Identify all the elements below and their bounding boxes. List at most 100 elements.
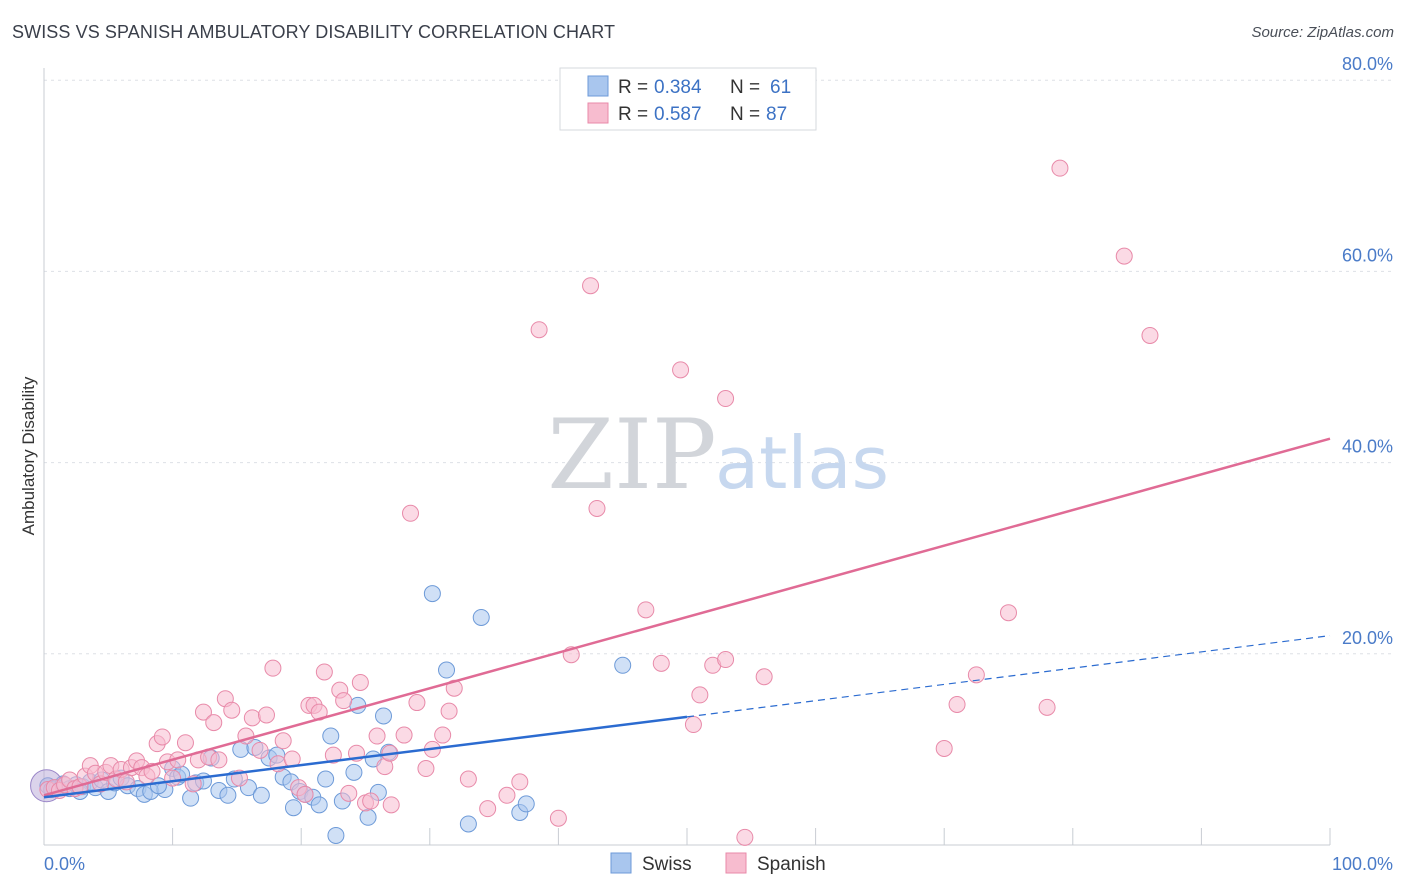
y-tick-label-2: 60.0% bbox=[1342, 245, 1393, 265]
y-axis-label: Ambulatory Disability bbox=[19, 376, 38, 535]
x-tick-label-1: 100.0% bbox=[1332, 854, 1393, 874]
legend-n-value-spanish: 87 bbox=[766, 104, 787, 125]
y-tick-label-1: 40.0% bbox=[1342, 437, 1393, 457]
swiss-points bbox=[30, 585, 632, 844]
spanish-point-37 bbox=[243, 709, 261, 727]
spanish-point-94 bbox=[1051, 159, 1069, 177]
spanish-point-77 bbox=[582, 277, 600, 295]
spanish-point-78 bbox=[588, 499, 606, 517]
spanish-point-26 bbox=[176, 734, 194, 752]
watermark: ZIP atlas bbox=[547, 399, 889, 511]
spanish-point-80 bbox=[652, 654, 670, 672]
legend-r-value-swiss: 0.384 bbox=[654, 77, 702, 98]
spanish-point-68 bbox=[440, 702, 458, 720]
legend-n-label-swiss: N = bbox=[730, 77, 760, 98]
spanish-point-96 bbox=[1141, 326, 1159, 344]
spanish-point-24 bbox=[164, 769, 182, 787]
bottom-legend-swatch-spanish bbox=[725, 852, 747, 874]
spanish-point-74 bbox=[530, 321, 548, 339]
spanish-point-75 bbox=[549, 809, 567, 827]
swiss-point-58 bbox=[614, 656, 632, 674]
spanish-point-53 bbox=[340, 784, 358, 802]
swiss-point-54 bbox=[459, 815, 477, 833]
spanish-point-92 bbox=[1000, 604, 1017, 622]
spanish-point-69 bbox=[445, 679, 463, 697]
legend-n-value-swiss: 61 bbox=[770, 77, 791, 98]
legend-r-label-spanish: R = bbox=[618, 104, 648, 125]
legend-box: R = 0.384 N = 61 R = 0.587 N = 87 bbox=[559, 67, 817, 131]
spanish-point-81 bbox=[672, 361, 690, 379]
legend-n-label-spanish: N = bbox=[730, 104, 760, 125]
spanish-point-62 bbox=[395, 726, 413, 744]
spanish-point-64 bbox=[408, 694, 426, 712]
spanish-point-63 bbox=[402, 504, 420, 522]
spanish-point-50 bbox=[324, 746, 342, 764]
spanish-point-40 bbox=[264, 659, 282, 677]
spanish-trend-line bbox=[43, 437, 1331, 797]
swiss-point-52 bbox=[423, 585, 441, 603]
swiss-point-40 bbox=[310, 796, 328, 814]
spanish-point-45 bbox=[296, 785, 314, 803]
x-tick-label-0: 0.0% bbox=[44, 854, 85, 874]
spanish-point-91 bbox=[967, 666, 985, 684]
spanish-point-22 bbox=[153, 728, 171, 746]
chart-title: SWISS VS SPANISH AMBULATORY DISABILITY C… bbox=[12, 22, 616, 42]
spanish-point-38 bbox=[251, 741, 269, 759]
spanish-point-49 bbox=[315, 663, 333, 681]
spanish-point-72 bbox=[498, 786, 516, 804]
spanish-point-79 bbox=[637, 601, 655, 619]
swiss-point-47 bbox=[359, 808, 377, 826]
spanish-point-61 bbox=[382, 796, 400, 814]
spanish-point-58 bbox=[368, 727, 386, 745]
spanish-point-34 bbox=[223, 701, 241, 719]
bottom-legend-swatch-swiss bbox=[610, 852, 632, 874]
spanish-point-90 bbox=[948, 695, 966, 713]
swiss-trend-line-extension bbox=[686, 635, 1331, 718]
swiss-point-31 bbox=[252, 786, 270, 804]
spanish-point-31 bbox=[205, 714, 223, 732]
spanish-point-57 bbox=[362, 792, 380, 810]
legend-r-label-swiss: R = bbox=[618, 77, 648, 98]
spanish-point-39 bbox=[257, 706, 275, 724]
trend-lines bbox=[43, 437, 1331, 799]
swiss-point-55 bbox=[472, 608, 490, 626]
watermark-zip: ZIP bbox=[547, 399, 716, 511]
spanish-point-82 bbox=[684, 716, 702, 734]
swiss-point-26 bbox=[219, 786, 237, 804]
legend-r-value-spanish: 0.587 bbox=[654, 104, 702, 125]
swiss-point-50 bbox=[375, 707, 393, 725]
spanish-point-89 bbox=[935, 739, 953, 757]
bottom-legend-label-swiss: Swiss bbox=[642, 854, 692, 875]
spanish-point-67 bbox=[434, 726, 452, 744]
x-ticks bbox=[172, 828, 1331, 845]
spanish-point-83 bbox=[691, 686, 709, 704]
spanish-point-73 bbox=[511, 773, 529, 791]
spanish-point-42 bbox=[274, 732, 292, 750]
swiss-point-45 bbox=[345, 763, 363, 781]
bottom-legend-label-spanish: Spanish bbox=[757, 854, 826, 875]
swiss-point-43 bbox=[327, 826, 345, 844]
spanish-point-71 bbox=[479, 800, 497, 818]
swiss-point-41 bbox=[317, 770, 335, 788]
spanish-point-55 bbox=[351, 673, 369, 691]
swiss-trend-line bbox=[43, 715, 688, 799]
bottom-legend: Swiss Spanish bbox=[610, 852, 826, 875]
spanish-point-65 bbox=[417, 760, 435, 778]
chart-source: Source: ZipAtlas.com bbox=[1251, 24, 1394, 41]
y-tick-labels: 20.0% 40.0% 60.0% 80.0% bbox=[1342, 54, 1393, 648]
spanish-point-86 bbox=[717, 390, 735, 408]
legend-swatch-swiss bbox=[587, 75, 609, 97]
spanish-point-93 bbox=[1038, 698, 1056, 716]
y-tick-label-3: 80.0% bbox=[1342, 54, 1393, 74]
legend-swatch-spanish bbox=[587, 102, 609, 124]
spanish-point-95 bbox=[1115, 247, 1133, 265]
spanish-point-52 bbox=[335, 692, 353, 710]
y-tick-label-0: 20.0% bbox=[1342, 628, 1393, 648]
spanish-point-88 bbox=[755, 668, 773, 686]
swiss-point-53 bbox=[438, 661, 456, 679]
spanish-point-29 bbox=[194, 703, 212, 721]
spanish-point-85 bbox=[717, 651, 735, 669]
watermark-atlas: atlas bbox=[715, 421, 889, 505]
spanish-points bbox=[39, 159, 1159, 846]
